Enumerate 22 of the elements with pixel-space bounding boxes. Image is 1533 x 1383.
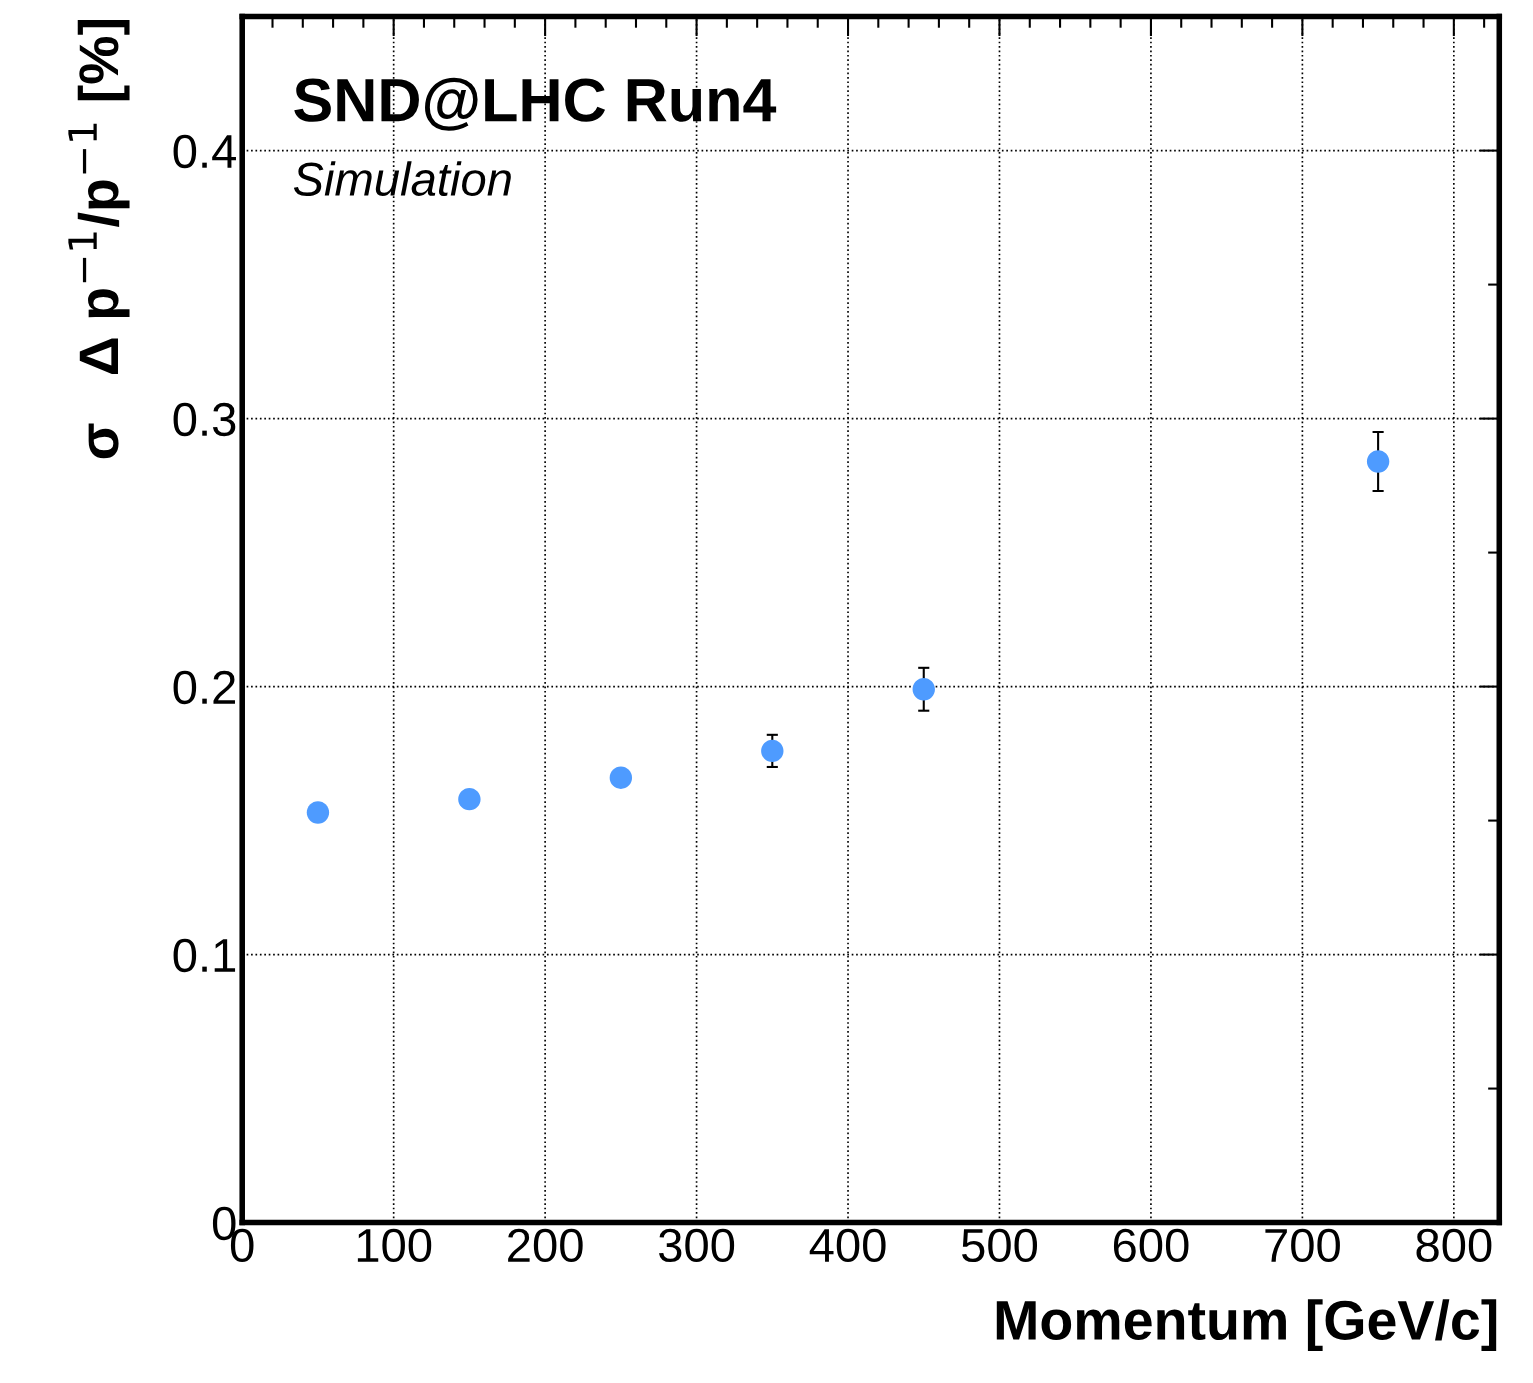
x-tick-label: 700 [1265, 1228, 1340, 1263]
annotation: SND@LHC Run4 [294, 77, 777, 131]
y-tick-label: 0.3 [173, 402, 236, 437]
y-tick-label: 0.4 [173, 134, 236, 169]
x-tick-label: 600 [1113, 1228, 1189, 1263]
point [306, 801, 330, 824]
point [458, 787, 481, 811]
point [1366, 450, 1390, 473]
x-tick-label: 400 [809, 1228, 886, 1263]
point [609, 766, 633, 789]
x-axis-title: Momentum [GeV/c] [996, 1299, 1497, 1352]
point [912, 678, 935, 701]
y-axis-title: σ Δ p$^{−1}$/p$^{−1}$ [%] [68, 20, 130, 459]
x-tick-label: 100 [357, 1228, 432, 1263]
x-tick-label: 500 [961, 1228, 1038, 1263]
x-tick-label: 300 [658, 1228, 735, 1263]
y-tick-label: 0.2 [173, 670, 235, 705]
annotation: Simulation [293, 161, 511, 196]
point [761, 739, 784, 763]
x-tick-label: 200 [508, 1228, 583, 1263]
x-tick-label: 800 [1416, 1228, 1492, 1263]
y-tick-label: 0.1 [173, 938, 236, 973]
